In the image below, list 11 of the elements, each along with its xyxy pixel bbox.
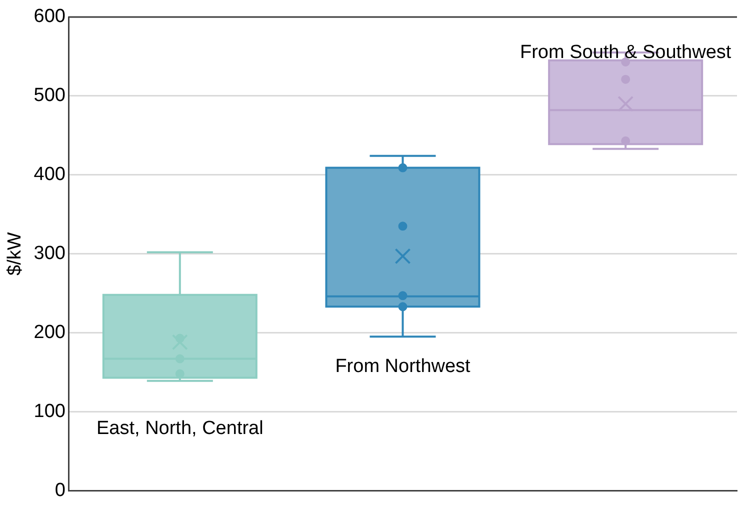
y-axis-title: $/kW <box>4 232 26 276</box>
y-tick-label: 100 <box>34 400 66 422</box>
y-tick-label: 600 <box>34 6 66 28</box>
y-tick-label: 200 <box>34 322 66 343</box>
y-tick-label: 400 <box>34 164 66 186</box>
y-tick-label: 500 <box>34 85 66 106</box>
annotation: From Northwest <box>335 356 472 377</box>
y-tick-label: 300 <box>34 243 66 264</box>
annotation: East, North, Central <box>96 418 264 440</box>
annotation: From South & Southwest <box>520 42 732 63</box>
y-tick-label: 0 <box>54 480 66 501</box>
